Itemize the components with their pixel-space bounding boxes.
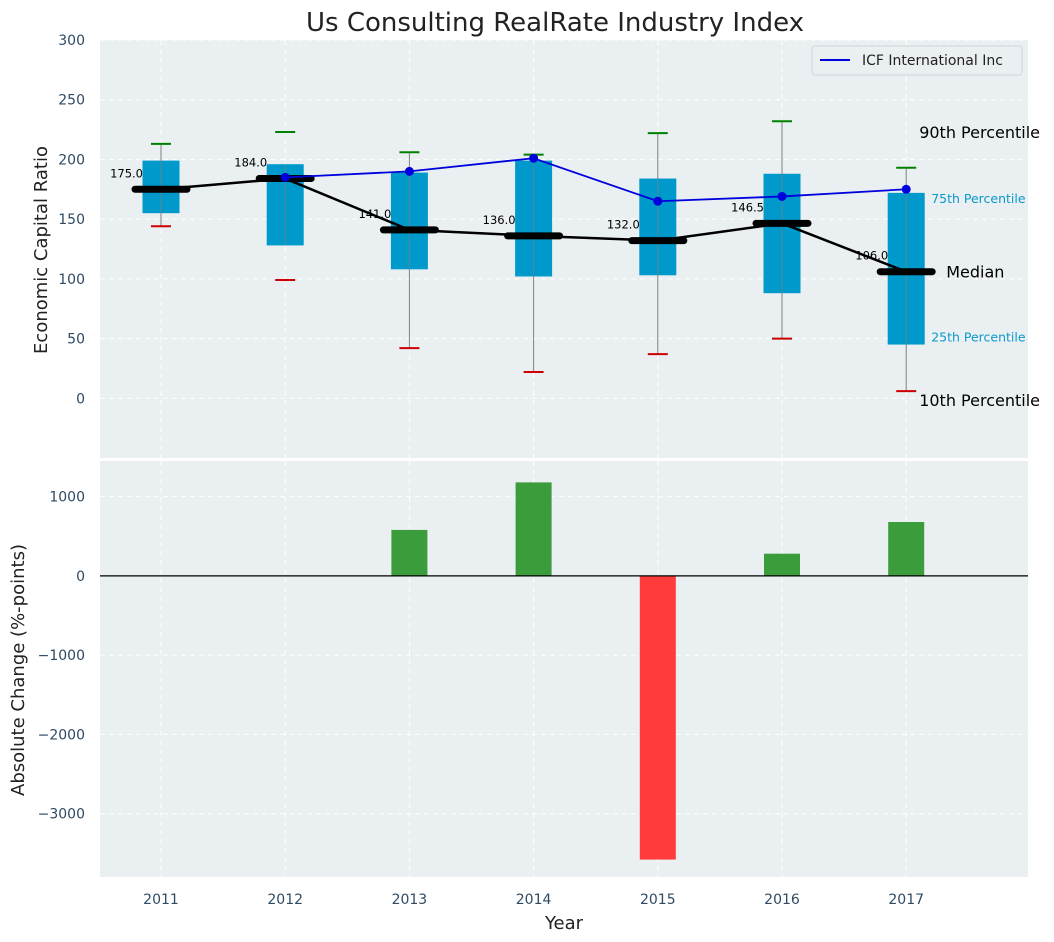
x-tick-label: 2011 bbox=[143, 892, 179, 908]
change-bar bbox=[639, 575, 676, 860]
company-point bbox=[901, 184, 911, 194]
x-tick-label: 2014 bbox=[516, 892, 552, 908]
bottom-y-tick-label: −3000 bbox=[38, 807, 85, 823]
annotation-p25: 25th Percentile bbox=[931, 330, 1026, 345]
top-y-tick-label: 100 bbox=[58, 272, 85, 288]
chart-title: Us Consulting RealRate Industry Index bbox=[306, 8, 804, 38]
bar-chart-marks bbox=[100, 482, 1028, 860]
legend-frame bbox=[811, 45, 1023, 76]
company-line bbox=[285, 157, 907, 203]
change-bar bbox=[764, 553, 800, 576]
x-tick-labels: 2011 2012 2013 2014 2015 2016 2017 bbox=[143, 892, 924, 908]
company-point bbox=[777, 191, 787, 201]
x-tick-label: 2013 bbox=[392, 892, 428, 908]
change-bar bbox=[391, 529, 428, 576]
median-value-label: 136.0 bbox=[483, 213, 516, 227]
median-value-label: 132.0 bbox=[607, 218, 640, 232]
company-point bbox=[280, 172, 290, 182]
bottom-y-tick-label: 0 bbox=[76, 569, 85, 585]
legend-label-company: ICF International Inc bbox=[862, 53, 1003, 69]
top-y-axis-label: Economic Capital Ratio bbox=[31, 146, 52, 354]
top-y-tick-label: 200 bbox=[58, 152, 85, 168]
x-tick-label: 2015 bbox=[640, 892, 676, 908]
median-value-label: 175.0 bbox=[110, 166, 143, 180]
bottom-gridlines bbox=[100, 461, 1028, 877]
median-value-label: 141.0 bbox=[358, 207, 391, 221]
x-tick-label: 2012 bbox=[267, 892, 303, 908]
top-y-tick-label: 0 bbox=[76, 391, 85, 407]
annotation-p10: 10th Percentile bbox=[919, 391, 1040, 410]
box-plot-marks: 175.0 184.0 141.0 136.0 132.0 146.5 106.0 90th … bbox=[110, 120, 1040, 410]
x-tick-label: 2017 bbox=[888, 892, 924, 908]
top-y-tick-label: 50 bbox=[67, 332, 85, 348]
top-y-tick-label: 250 bbox=[58, 93, 85, 109]
annotation-p75: 75th Percentile bbox=[931, 191, 1026, 206]
bottom-plot-background bbox=[100, 461, 1028, 877]
annotation-p90: 90th Percentile bbox=[919, 123, 1040, 142]
bottom-y-axis-label: Absolute Change (%-points) bbox=[8, 544, 29, 796]
bottom-y-tick-label: −2000 bbox=[38, 727, 85, 743]
top-y-tick-labels: 0 50 100 150 200 250 300 bbox=[58, 33, 85, 407]
bottom-y-tick-labels: −3000 −2000 −1000 0 1000 bbox=[38, 490, 85, 823]
change-bar bbox=[515, 482, 552, 576]
top-plot-background bbox=[100, 40, 1028, 458]
bottom-y-tick-label: −1000 bbox=[38, 648, 85, 664]
change-bar bbox=[888, 522, 925, 576]
top-y-tick-label: 150 bbox=[58, 212, 85, 228]
median-value-label: 184.0 bbox=[234, 156, 267, 170]
annotation-median: Median bbox=[946, 263, 1004, 282]
legend: ICF International Inc bbox=[811, 45, 1023, 76]
top-y-tick-label: 300 bbox=[58, 33, 85, 49]
x-axis-label: Year bbox=[544, 913, 584, 934]
company-point bbox=[653, 196, 663, 206]
company-point bbox=[529, 153, 539, 163]
median-value-label: 106.0 bbox=[855, 249, 888, 263]
bottom-y-tick-label: 1000 bbox=[49, 490, 85, 506]
company-point bbox=[404, 166, 414, 176]
x-tick-label: 2016 bbox=[764, 892, 800, 908]
median-value-label: 146.5 bbox=[731, 200, 764, 214]
